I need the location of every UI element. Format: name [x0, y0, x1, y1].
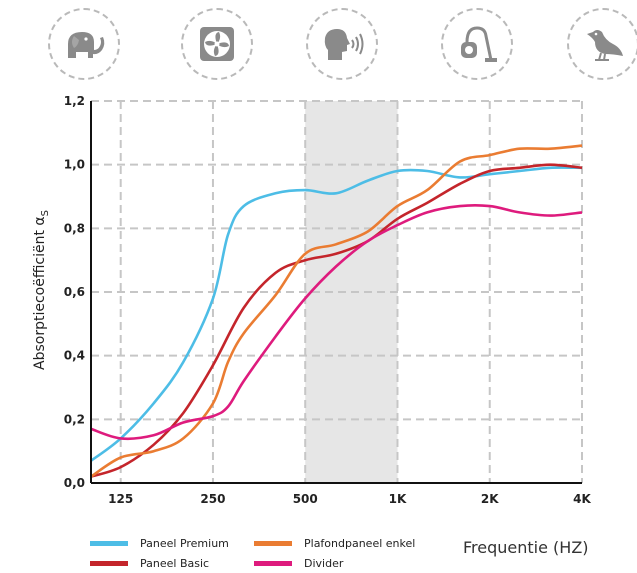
legend-swatch	[90, 560, 128, 566]
elephant-icon	[48, 8, 120, 80]
speaking-person-icon	[306, 8, 378, 80]
legend-swatch	[254, 560, 292, 566]
series-layer	[90, 144, 583, 478]
legend-label: Plafondpaneel enkel	[304, 536, 416, 550]
x-axis-label: Frequentie (HZ)	[463, 538, 589, 557]
x-tick-label: 1K	[389, 492, 407, 506]
axis-layer	[90, 101, 582, 484]
y-tick-label: 0,6	[64, 285, 85, 299]
bird-icon	[567, 8, 637, 80]
y-tick-label: 0,8	[64, 221, 85, 235]
legend-label: Paneel Basic	[140, 556, 210, 570]
legend-label: Divider	[304, 556, 344, 570]
grid-layer	[91, 100, 583, 483]
legend: Paneel Premium Paneel Basic Plafondpanee…	[90, 534, 450, 572]
series-line-paneel-premium	[90, 166, 583, 462]
legend-label: Paneel Premium	[140, 536, 229, 550]
noise-icons-row	[0, 0, 637, 90]
legend-item-paneel-premium: Paneel Premium	[90, 534, 229, 552]
y-tick-label: 1,2	[64, 94, 85, 108]
series-line-plafondpaneel-enkel	[90, 144, 583, 478]
x-tick-label: 500	[293, 492, 318, 506]
x-tick-label: 250	[200, 492, 225, 506]
series-line-paneel-basic	[90, 163, 583, 478]
tick-label-layer: 0,0 0,2 0,4 0,6 0,8 1,0 1,2 125 250 500 1K 2K 4K	[64, 94, 592, 506]
y-tick-label: 0,4	[64, 349, 85, 363]
legend-item-divider: Divider	[254, 554, 343, 572]
x-tick-label: 2K	[481, 492, 499, 506]
series-line-divider	[90, 203, 583, 441]
y-axis-label-subscript: S	[40, 210, 51, 216]
y-axis-label: Absorptiecoëfficiënt αS	[32, 210, 51, 370]
legend-swatch	[90, 540, 128, 546]
absorption-chart: 0,0 0,2 0,4 0,6 0,8 1,0 1,2 125 250 500 1K 2K 4K Abs…	[32, 94, 592, 506]
legend-item-paneel-basic: Paneel Basic	[90, 554, 209, 572]
legend-item-plafondpaneel-enkel: Plafondpaneel enkel	[254, 534, 415, 552]
y-tick-label: 0,0	[64, 476, 85, 490]
y-tick-label: 1,0	[64, 158, 85, 172]
x-tick-label: 125	[108, 492, 133, 506]
legend-swatch	[254, 540, 292, 546]
vacuum-cleaner-icon	[441, 8, 513, 80]
y-tick-label: 0,2	[64, 412, 85, 426]
x-tick-label: 4K	[573, 492, 591, 506]
fan-icon	[181, 8, 253, 80]
